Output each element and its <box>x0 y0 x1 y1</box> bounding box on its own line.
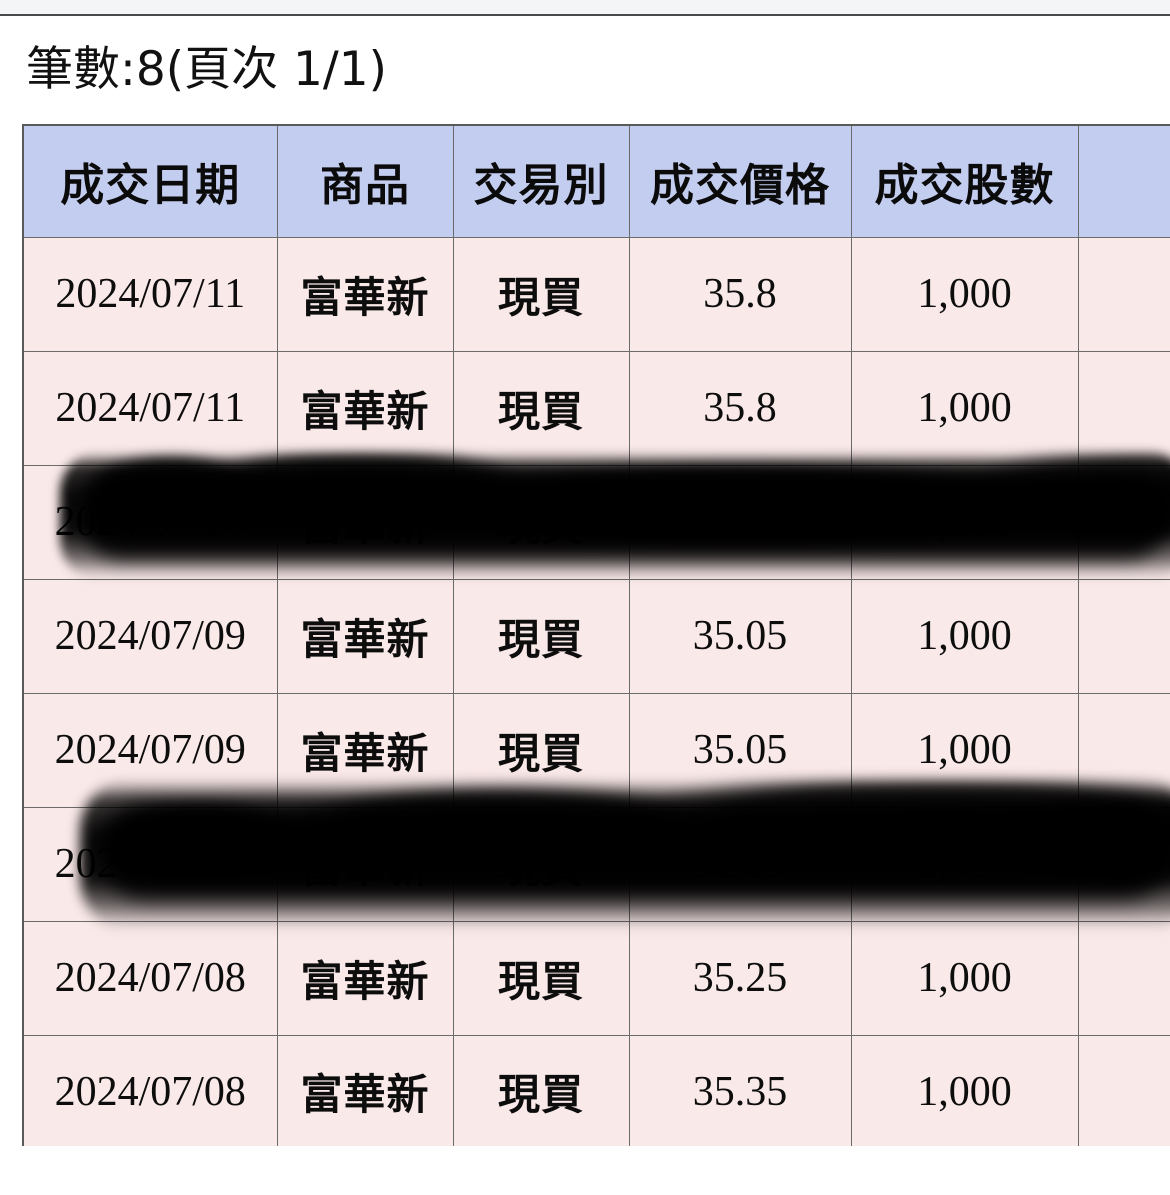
cell-product[interactable]: 富華新 <box>276 920 454 1036</box>
table-row: 2024/07/09 富華新 現買 32.25 2,000 64 <box>22 806 1170 922</box>
cell-price: 35.05 <box>628 578 852 694</box>
cell-amount: 35 <box>1077 692 1170 808</box>
column-header-amount[interactable]: 成交 <box>1077 124 1170 238</box>
table-row: 2024/07/10 富華新 現買 32.55 2,000 65 <box>22 464 1170 580</box>
cell-price: 32.25 <box>628 806 852 922</box>
cell-trade-type: 現買 <box>452 236 630 352</box>
cell-date: 2024/07/08 <box>22 920 278 1036</box>
trade-history-table-container: 成交日期 商品 交易別 成交價格 成交股數 成交 2024/07/11 富華新 … <box>22 124 1170 1146</box>
cell-date: 2024/07/09 <box>22 806 278 922</box>
cell-price: 35.35 <box>628 1034 852 1146</box>
column-header-product[interactable]: 商品 <box>276 124 454 238</box>
cell-product[interactable]: 富華新 <box>276 578 454 694</box>
cell-product[interactable]: 富華新 <box>276 350 454 466</box>
column-header-trade-type[interactable]: 交易別 <box>452 124 630 238</box>
cell-price: 32.55 <box>628 464 852 580</box>
table-row: 2024/07/09 富華新 現買 35.05 1,000 35 <box>22 692 1170 808</box>
cell-amount: 64 <box>1077 806 1170 922</box>
cell-price: 35.8 <box>628 236 852 352</box>
cell-trade-type: 現買 <box>452 692 630 808</box>
cell-trade-type: 現買 <box>452 920 630 1036</box>
table-header-row: 成交日期 商品 交易別 成交價格 成交股數 成交 <box>22 124 1170 238</box>
table-row: 2024/07/08 富華新 現買 35.25 1,000 35 <box>22 920 1170 1036</box>
cell-amount: 35 <box>1077 578 1170 694</box>
cell-product[interactable]: 富華新 <box>276 464 454 580</box>
cell-date: 2024/07/11 <box>22 236 278 352</box>
cell-date: 2024/07/10 <box>22 464 278 580</box>
table-header: 成交日期 商品 交易別 成交價格 成交股數 成交 <box>22 124 1170 238</box>
top-chrome-strip <box>0 0 1170 16</box>
cell-amount: 35 <box>1077 236 1170 352</box>
cell-trade-type: 現買 <box>452 350 630 466</box>
column-header-date[interactable]: 成交日期 <box>22 124 278 238</box>
cell-date: 2024/07/09 <box>22 692 278 808</box>
cell-price: 35.05 <box>628 692 852 808</box>
cell-date: 2024/07/09 <box>22 578 278 694</box>
table-body: 2024/07/11 富華新 現買 35.8 1,000 35 2024/07/… <box>22 236 1170 1146</box>
trade-history-table: 成交日期 商品 交易別 成交價格 成交股數 成交 2024/07/11 富華新 … <box>22 124 1170 1146</box>
cell-date: 2024/07/08 <box>22 1034 278 1146</box>
cell-price: 35.8 <box>628 350 852 466</box>
table-row: 2024/07/11 富華新 現買 35.8 1,000 35 <box>22 350 1170 466</box>
cell-amount: 65 <box>1077 464 1170 580</box>
table-row: 2024/07/09 富華新 現買 35.05 1,000 35 <box>22 578 1170 694</box>
cell-shares: 2,000 <box>850 464 1079 580</box>
column-header-price[interactable]: 成交價格 <box>628 124 852 238</box>
column-header-shares[interactable]: 成交股數 <box>850 124 1079 238</box>
cell-product[interactable]: 富華新 <box>276 806 454 922</box>
cell-product[interactable]: 富華新 <box>276 1034 454 1146</box>
table-row: 2024/07/11 富華新 現買 35.8 1,000 35 <box>22 236 1170 352</box>
cell-shares: 1,000 <box>850 236 1079 352</box>
cell-trade-type: 現買 <box>452 464 630 580</box>
cell-product[interactable]: 富華新 <box>276 692 454 808</box>
cell-amount: 35 <box>1077 350 1170 466</box>
cell-shares: 1,000 <box>850 692 1079 808</box>
cell-shares: 1,000 <box>850 1034 1079 1146</box>
cell-shares: 1,000 <box>850 578 1079 694</box>
cell-trade-type: 現買 <box>452 578 630 694</box>
cell-trade-type: 現買 <box>452 1034 630 1146</box>
cell-trade-type: 現買 <box>452 806 630 922</box>
cell-amount: 35 <box>1077 1034 1170 1146</box>
record-count-label: 筆數:8(頁次 1/1) <box>26 42 387 97</box>
cell-shares: 1,000 <box>850 920 1079 1036</box>
cell-shares: 2,000 <box>850 806 1079 922</box>
cell-date: 2024/07/11 <box>22 350 278 466</box>
cell-product[interactable]: 富華新 <box>276 236 454 352</box>
cell-shares: 1,000 <box>850 350 1079 466</box>
cell-amount: 35 <box>1077 920 1170 1036</box>
table-row: 2024/07/08 富華新 現買 35.35 1,000 35 <box>22 1034 1170 1146</box>
cell-price: 35.25 <box>628 920 852 1036</box>
